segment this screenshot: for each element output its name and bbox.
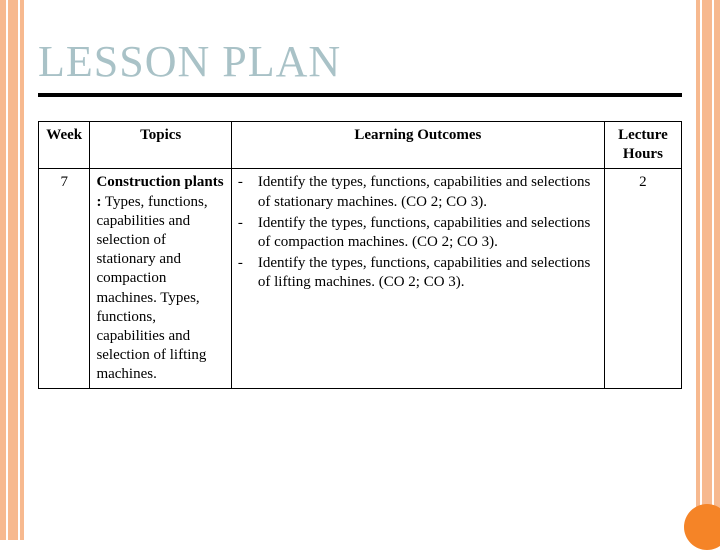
col-header-hours: Lecture Hours xyxy=(604,122,681,169)
bullet-dash-icon: - xyxy=(238,254,252,292)
decor-stripe-right-mid xyxy=(702,0,712,540)
table-row: 7 Construction plants : Types, functions… xyxy=(39,169,682,389)
col-header-week: Week xyxy=(39,122,90,169)
cell-week: 7 xyxy=(39,169,90,389)
bullet-dash-icon: - xyxy=(238,173,252,211)
decor-stripe-left-mid xyxy=(8,0,18,540)
outcome-item: - Identify the types, functions, capabil… xyxy=(238,173,598,211)
decor-stripe-left-inner xyxy=(20,0,24,540)
cell-outcomes: - Identify the types, functions, capabil… xyxy=(231,169,604,389)
title-underline xyxy=(38,93,682,97)
cell-hours: 2 xyxy=(604,169,681,389)
lesson-plan-table-wrap: Week Topics Learning Outcomes Lecture Ho… xyxy=(38,121,682,389)
table-header-row: Week Topics Learning Outcomes Lecture Ho… xyxy=(39,122,682,169)
bullet-dash-icon: - xyxy=(238,214,252,252)
decor-stripe-right-outer xyxy=(714,0,720,540)
outcome-text: Identify the types, functions, capabilit… xyxy=(252,214,598,252)
decor-corner-circle-icon xyxy=(684,504,720,550)
page-title: LESSON PLAN xyxy=(38,36,682,87)
outcome-text: Identify the types, functions, capabilit… xyxy=(252,254,598,292)
outcome-item: - Identify the types, functions, capabil… xyxy=(238,214,598,252)
col-header-topics: Topics xyxy=(90,122,231,169)
cell-topics: Construction plants : Types, functions, … xyxy=(90,169,231,389)
lesson-plan-table: Week Topics Learning Outcomes Lecture Ho… xyxy=(38,121,682,389)
outcome-text: Identify the types, functions, capabilit… xyxy=(252,173,598,211)
outcomes-list: - Identify the types, functions, capabil… xyxy=(238,173,598,292)
outcome-item: - Identify the types, functions, capabil… xyxy=(238,254,598,292)
topic-body: Types, functions, capabilities and selec… xyxy=(96,194,207,383)
col-header-outcomes: Learning Outcomes xyxy=(231,122,604,169)
decor-stripe-right-inner xyxy=(696,0,700,540)
decor-stripe-left-outer xyxy=(0,0,6,540)
